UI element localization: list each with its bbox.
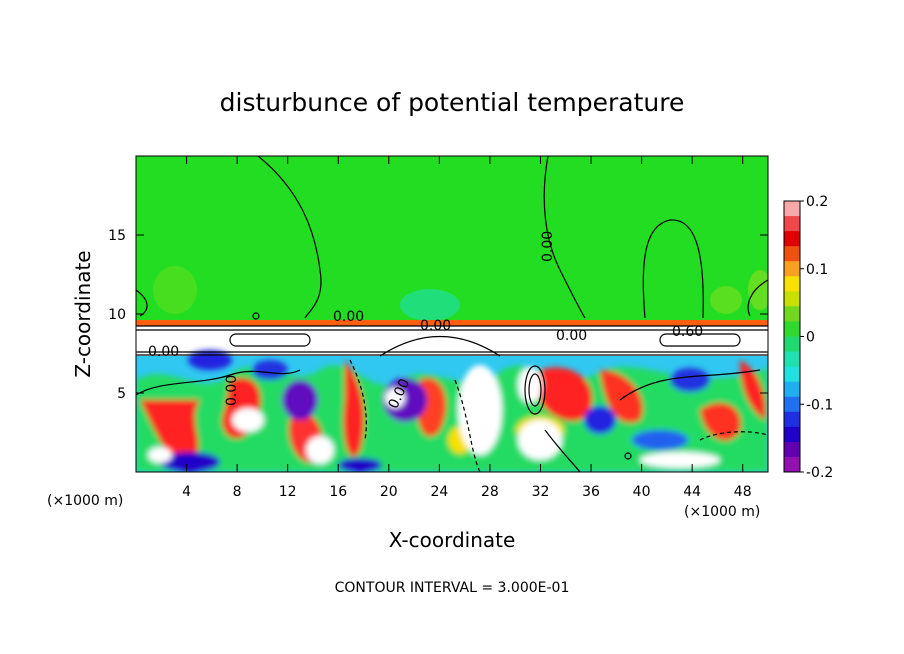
contour-label: 0.60 (672, 324, 703, 340)
x-axis: 4 8 12 16 20 24 28 32 36 40 44 48 (182, 156, 752, 500)
colorbar-swatch (784, 336, 800, 353)
temperature-field (136, 156, 768, 472)
x-unit-left: (×1000 m) (47, 493, 123, 509)
y-tick-label: 5 (117, 386, 126, 402)
x-tick-label: 24 (430, 484, 448, 500)
contour-line (136, 325, 768, 356)
x-unit-right: (×1000 m) (684, 504, 760, 520)
colorbar-swatch (784, 381, 800, 398)
colorbar-swatch (784, 351, 800, 368)
contour-label: 0.00 (333, 309, 364, 325)
contour-label: 0.00 (556, 328, 587, 344)
inversion-band-white (136, 326, 768, 356)
contour-label: 0.00 (224, 375, 240, 406)
turbulent-eddies (136, 350, 768, 472)
colorbar-swatch (784, 261, 800, 277)
contour-label: 0.00 (540, 231, 556, 262)
colorbar-tick-label: 0.2 (806, 194, 828, 210)
colorbar: 0.2 0.1 0 -0.1 -0.2 (783, 194, 833, 481)
colorbar-swatch (784, 201, 800, 217)
x-tick-label: 32 (532, 484, 550, 500)
contour-line (642, 219, 704, 319)
y-axis-label: Z-coordinate (71, 250, 95, 377)
contour-line (524, 365, 546, 415)
contour-line (747, 279, 768, 317)
contour-line (624, 452, 632, 460)
x-tick-label: 16 (329, 484, 347, 500)
contour-line (544, 429, 581, 472)
colorbar-swatch (784, 366, 800, 383)
colorbar-swatch (784, 216, 800, 232)
colorbar-swatch (784, 291, 800, 307)
field-patch (710, 286, 742, 314)
x-tick-label: 40 (633, 484, 651, 500)
contour-line (619, 369, 761, 401)
colorbar-tick-label: -0.1 (806, 397, 833, 413)
x-tick-label: 12 (279, 484, 297, 500)
x-tick-label: 28 (481, 484, 499, 500)
contour-line (699, 431, 768, 441)
contour-line (379, 335, 501, 357)
contour-interval-label: CONTOUR INTERVAL = 3.000E-01 (335, 580, 570, 596)
colorbar-swatch (784, 276, 800, 292)
contour-line (257, 156, 322, 319)
contour-label: 0.00 (420, 318, 451, 334)
field-patch (153, 266, 197, 314)
x-tick-label: 20 (380, 484, 398, 500)
colorbar-tick-label: 0.1 (806, 262, 828, 278)
y-tick-label: 10 (108, 307, 126, 323)
colorbar-swatch (784, 441, 800, 458)
contour-line (659, 333, 741, 347)
colorbar-tick-label: 0 (806, 330, 815, 346)
field-patch (748, 270, 768, 310)
field-patch (400, 289, 460, 321)
colorbar-swatch (784, 231, 800, 247)
contour-line (136, 369, 301, 396)
contour-line (252, 312, 260, 320)
x-tick-label: 44 (683, 484, 701, 500)
colorbar-swatch (784, 456, 800, 473)
chart-title: disturbunce of potential temperature (220, 88, 685, 117)
colorbar-swatch (784, 306, 800, 322)
colorbar-swatch (784, 396, 800, 413)
contour-lines (136, 156, 768, 472)
x-tick-label: 8 (233, 484, 242, 500)
contour-label: 0.00 (148, 344, 179, 360)
inversion-band-warm (136, 320, 768, 326)
x-axis-label: X-coordinate (389, 528, 516, 552)
colorbar-swatch (784, 426, 800, 443)
x-tick-label: 4 (182, 484, 191, 500)
contour-line (229, 333, 311, 347)
y-tick-label: 15 (108, 228, 126, 244)
contour-line (528, 373, 542, 407)
contour-line (543, 156, 586, 319)
colorbar-swatch (784, 246, 800, 262)
y-axis: 5 10 15 (108, 228, 768, 402)
colorbar-swatch (784, 411, 800, 428)
x-tick-label: 36 (582, 484, 600, 500)
x-tick-label: 48 (734, 484, 752, 500)
contour-line (349, 359, 367, 441)
colorbar-swatch (784, 321, 800, 337)
colorbar-tick-label: -0.2 (806, 465, 833, 481)
